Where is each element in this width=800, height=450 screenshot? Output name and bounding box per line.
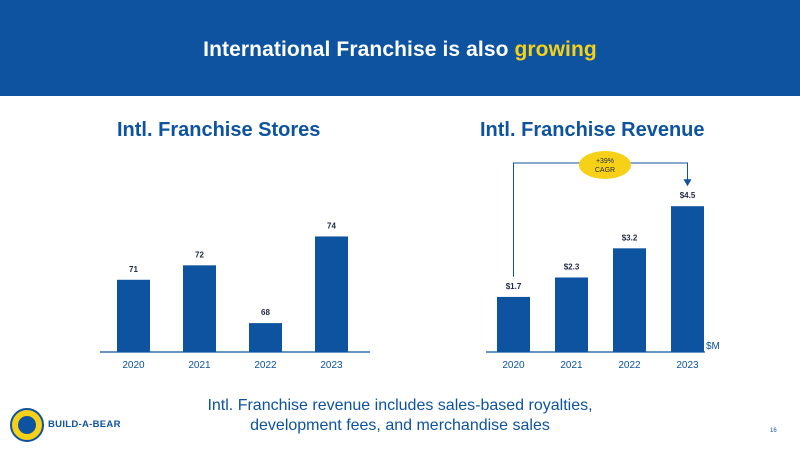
header-banner: International Franchise is also growing	[0, 0, 800, 96]
x-tick-label-0-2021: 2021	[188, 360, 211, 371]
data-label-1-2023: $4.5	[680, 191, 696, 200]
bar-1-2022	[613, 248, 646, 352]
logo-center-icon	[18, 416, 36, 434]
cagr-arrow-icon	[683, 179, 692, 187]
page-title-accent: growing	[514, 38, 597, 61]
data-label-1-2021: $2.3	[564, 262, 580, 271]
x-tick-label-0-2023: 2023	[320, 360, 343, 371]
bar-0-2022	[249, 323, 282, 352]
footer-note-line1: Intl. Franchise revenue includes sales-b…	[207, 397, 593, 414]
cagr-badge-line2: CAGR	[595, 167, 615, 174]
bar-0-2023	[315, 236, 348, 352]
x-tick-label-1-2020: 2020	[502, 360, 525, 371]
data-label-0-2023: 74	[327, 221, 336, 230]
bar-1-2023	[671, 206, 704, 352]
page-title: International Franchise is also growing	[0, 38, 800, 62]
build-a-bear-logo-icon	[10, 408, 44, 442]
bar-1-2021	[555, 277, 588, 352]
bar-0-2020	[117, 279, 150, 352]
unit-label: $M	[706, 341, 720, 352]
cagr-badge-line1: +39%	[596, 158, 614, 165]
x-tick-label-1-2023: 2023	[676, 360, 699, 371]
footer-note: Intl. Franchise revenue includes sales-b…	[150, 396, 650, 436]
data-label-1-2022: $3.2	[622, 233, 638, 242]
stores-chart-title: Intl. Franchise Stores	[117, 119, 321, 141]
footer-note-line2: development fees, and merchandise sales	[250, 417, 550, 434]
cagr-connector-line	[513, 162, 688, 277]
brand-name: BUILD-A-BEAR	[48, 419, 121, 430]
revenue-chart-title: Intl. Franchise Revenue	[480, 119, 705, 141]
x-tick-label-0-2020: 2020	[122, 360, 145, 371]
x-tick-label-0-2022: 2022	[254, 360, 277, 371]
data-label-0-2022: 68	[261, 308, 270, 317]
page-title-prefix: International Franchise is also	[203, 38, 515, 61]
cagr-badge	[579, 151, 631, 179]
x-tick-label-1-2022: 2022	[618, 360, 641, 371]
page-number: 16	[770, 428, 777, 434]
bar-1-2020	[497, 296, 530, 352]
data-label-0-2020: 71	[129, 265, 138, 274]
data-label-1-2020: $1.7	[506, 282, 522, 291]
bar-0-2021	[183, 265, 216, 352]
x-tick-label-1-2021: 2021	[560, 360, 583, 371]
data-label-0-2021: 72	[195, 250, 204, 259]
